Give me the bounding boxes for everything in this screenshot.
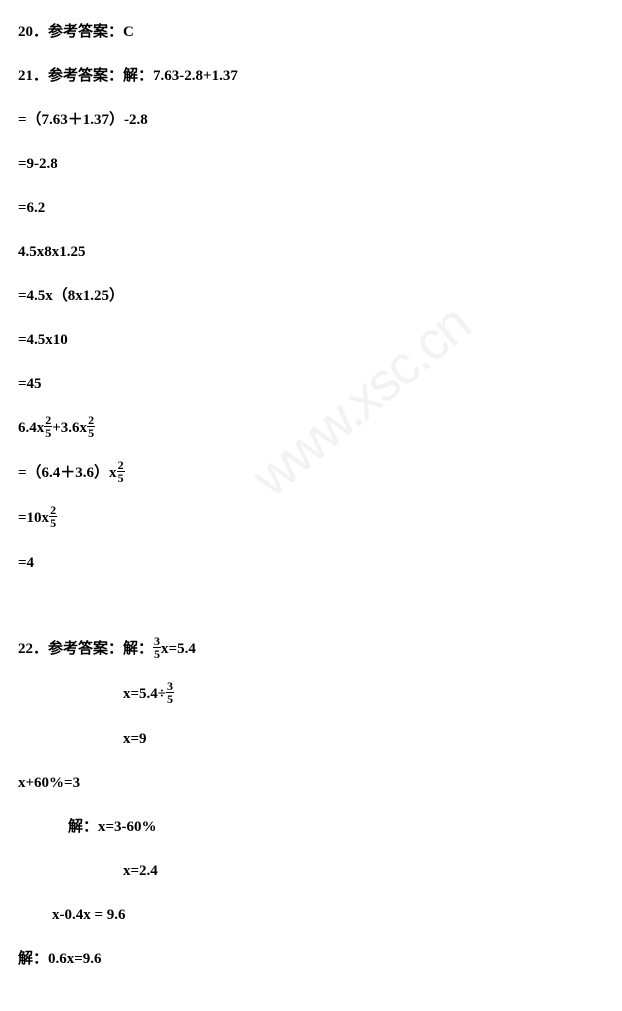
q22-part2-expr: x+60%=3 (18, 771, 604, 795)
q21-step3: =6.2 (18, 196, 604, 220)
q20-prefix: 参考答案： (48, 24, 123, 40)
q22-number: 22． (18, 641, 48, 657)
q22-part2-result: x=2.4 (18, 859, 604, 883)
q21-expr: 7.63-2.8+1.37 (153, 68, 238, 84)
q21-prefix: 参考答案：解： (48, 68, 153, 84)
q22-step1: x=5.4÷35 (18, 682, 604, 707)
fraction-3-5: 35 (153, 635, 161, 660)
q22-eq1: x=5.4 (161, 641, 196, 657)
q21-p3-mid: +3.6x (52, 420, 87, 436)
fraction-2-5: 25 (117, 459, 125, 484)
q22-part3-expr: x-0.4x = 9.6 (18, 903, 604, 927)
q21-p3-c: =10x (18, 510, 49, 526)
q21-part2-step2: =4.5x10 (18, 328, 604, 352)
q21-part2-expr: 4.5x8x1.25 (18, 240, 604, 264)
fraction-2-5: 25 (87, 414, 95, 439)
q21-part2-step1: =4.5x（8x1.25） (18, 284, 604, 308)
fraction-2-5: 25 (44, 414, 52, 439)
q20-number: 20． (18, 24, 48, 40)
q21-part3-step1: =（6.4＋3.6）x25 (18, 461, 604, 486)
q21-step1: =（7.63＋1.37）-2.8 (18, 108, 604, 132)
q21-part2-step3: =45 (18, 372, 604, 396)
question-20: 20．参考答案：C (18, 20, 604, 44)
q21-p3-b: =（6.4＋3.6）x (18, 465, 117, 481)
q22-part2-solve: 解：x=3-60% (18, 815, 604, 839)
document-content: 20．参考答案：C 21．参考答案：解：7.63-2.8+1.37 =（7.63… (18, 20, 604, 971)
q21-step2: =9-2.8 (18, 152, 604, 176)
q22-prefix: 参考答案：解： (48, 641, 153, 657)
q21-part3-result: =4 (18, 551, 604, 575)
q22-step1-result: x=9 (18, 727, 604, 751)
fraction-2-5: 25 (49, 504, 57, 529)
question-22-header: 22．参考答案：解：35x=5.4 (18, 637, 604, 662)
q21-p3-a: 6.4x (18, 420, 44, 436)
q22-s1-pre: x=5.4÷ (123, 686, 166, 702)
q21-part3-expr: 6.4x25+3.6x25 (18, 416, 604, 441)
q21-part3-step2: =10x25 (18, 506, 604, 531)
question-21-header: 21．参考答案：解：7.63-2.8+1.37 (18, 64, 604, 88)
q20-answer: C (123, 24, 134, 40)
q22-part3-solve: 解：0.6x=9.6 (18, 947, 604, 971)
q21-number: 21． (18, 68, 48, 84)
fraction-3-5: 35 (166, 680, 174, 705)
